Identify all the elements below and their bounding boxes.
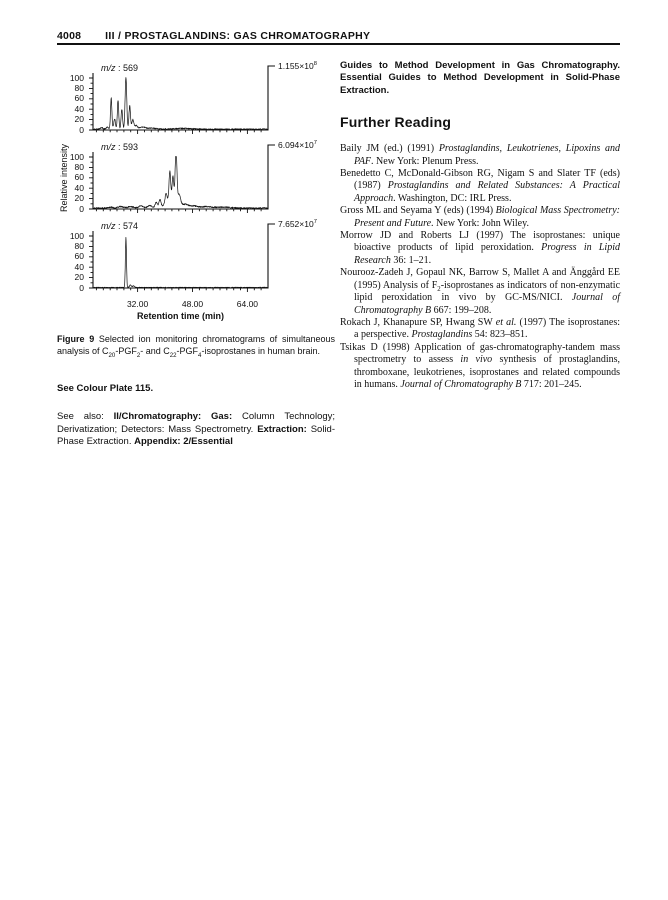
running-title: III / PROSTAGLANDINS: GAS CHROMATOGRAPHY	[105, 30, 371, 42]
max-intensity-label: 1.155×108	[278, 61, 317, 71]
figure-caption: Figure 9 Selected ion monitoring chromat…	[57, 334, 335, 359]
x-axis: 32.00 48.00 64.00 Retention time (min)	[57, 297, 335, 325]
y-tick-label: 100	[69, 72, 84, 83]
panel-plot-area: m/z : 569	[87, 60, 275, 136]
y-tick-label: 40	[74, 103, 84, 114]
y-tick-label: 0	[79, 282, 84, 293]
panel-plot-area: m/z : 593	[87, 139, 275, 215]
max-intensity-label: 7.652×107	[278, 219, 317, 229]
y-tick-label: 100	[69, 151, 84, 162]
x-tick-label: 48.00	[181, 299, 204, 309]
two-column-layout: Relative intensity 100 80 60 40 20 0 m/z : 569…	[57, 60, 620, 449]
y-tick-label: 60	[74, 93, 84, 104]
see-also-paragraph: See also: II/Chromatography: Gas: Column…	[57, 411, 336, 448]
y-tick-label: 80	[74, 82, 84, 93]
chromatogram-svg	[89, 223, 275, 292]
x-axis-title: Retention time (min)	[137, 311, 224, 321]
y-tick-label: 60	[74, 172, 84, 183]
y-tick-label: 0	[79, 203, 84, 214]
y-axis-tick-labels: 100 80 60 40 20 0	[57, 218, 87, 294]
panel-plot-area: m/z : 574	[87, 218, 275, 294]
reference-item: Baily JM (ed.) (1991) Prostaglandins, Le…	[340, 143, 620, 167]
further-reading-heading: Further Reading	[340, 114, 452, 131]
x-tick-label: 64.00	[236, 299, 259, 309]
x-tick-label: 32.00	[126, 299, 149, 309]
reference-list: Baily JM (ed.) (1991) Prostaglandins, Le…	[340, 143, 620, 391]
y-tick-label: 20	[74, 272, 84, 283]
y-tick-label: 20	[74, 193, 84, 204]
see-colour-plate-note: See Colour Plate 115.	[57, 383, 154, 394]
continuation-paragraph: Guides to Method Development in Gas Chro…	[340, 60, 620, 96]
y-tick-label: 80	[74, 161, 84, 172]
reference-item: Morrow JD and Roberts LJ (1997) The isop…	[340, 230, 620, 266]
chromatogram-svg	[89, 144, 275, 213]
y-tick-label: 20	[74, 114, 84, 125]
left-column: Relative intensity 100 80 60 40 20 0 m/z : 569…	[57, 60, 335, 449]
figure-9: Relative intensity 100 80 60 40 20 0 m/z : 569…	[57, 60, 335, 325]
max-intensity-label: 6.094×107	[278, 140, 317, 150]
chromatogram-panel: 100 80 60 40 20 0 m/z : 569 1.155×108	[57, 60, 335, 136]
y-tick-label: 40	[74, 182, 84, 193]
reference-item: Rokach J, Khanapure SP, Hwang SW et al. …	[340, 316, 620, 341]
y-tick-label: 80	[74, 240, 84, 251]
y-tick-label: 40	[74, 261, 84, 272]
y-axis-tick-labels: 100 80 60 40 20 0	[57, 60, 87, 136]
mz-label: m/z : 574	[101, 221, 139, 231]
y-axis-tick-labels: 100 80 60 40 20 0	[57, 139, 87, 215]
y-tick-label: 100	[69, 230, 84, 241]
header-rule	[57, 43, 620, 45]
reference-item: Tsikas D (1998) Application of gas-chrom…	[340, 341, 620, 390]
chromatogram-svg	[89, 65, 275, 134]
y-tick-label: 0	[79, 124, 84, 135]
reference-item: Gross ML and Seyama Y (eds) (1994) Biolo…	[340, 205, 620, 229]
chromatogram-panel: 100 80 60 40 20 0 m/z : 574 7.652×107	[57, 218, 335, 294]
chromatogram-panel: 100 80 60 40 20 0 m/z : 593 6.094×107	[57, 139, 335, 215]
right-column: Guides to Method Development in Gas Chro…	[340, 60, 620, 449]
mz-label: m/z : 593	[101, 142, 139, 152]
page-number: 4008	[57, 30, 82, 42]
reference-item: Nourooz-Zadeh J, Gopaul NK, Barrow S, Ma…	[340, 267, 621, 316]
reference-item: Benedetto C, McDonald-Gibson RG, Nigam S…	[340, 168, 620, 204]
running-head: 4008 III / PROSTAGLANDINS: GAS CHROMATOGR…	[57, 26, 620, 44]
figure-panels: 100 80 60 40 20 0 m/z : 569 1.155×108 100 80 60 40 2…	[57, 60, 335, 325]
mz-label: m/z : 569	[101, 63, 139, 73]
y-tick-label: 60	[74, 251, 84, 262]
